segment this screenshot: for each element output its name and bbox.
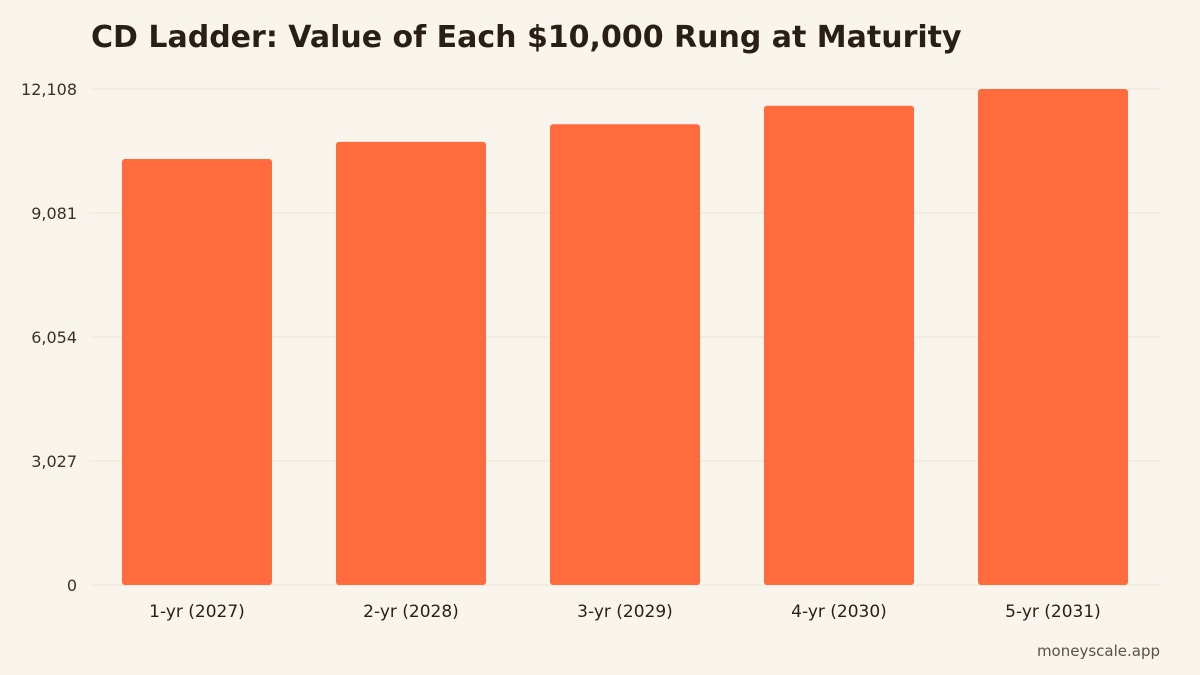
bars (122, 89, 1128, 586)
y-axis-ticks: 0 3,027 6,054 9,081 12,108 (21, 80, 77, 595)
y-tick-label: 3,027 (31, 452, 77, 471)
chart-title: CD Ladder: Value of Each $10,000 Rung at… (91, 20, 962, 55)
y-tick-label: 0 (67, 576, 77, 595)
bar (978, 89, 1128, 585)
x-axis-ticks: 1-yr (2027) 2-yr (2028) 3-yr (2029) 4-yr (2… (149, 602, 1101, 622)
bar (550, 124, 700, 586)
x-tick-label: 4-yr (2030) (791, 602, 887, 622)
source-credit: moneyscale.app (1036, 642, 1160, 660)
y-tick-label: 6,054 (31, 328, 77, 347)
x-tick-label: 3-yr (2029) (577, 602, 673, 622)
bar (764, 105, 914, 585)
x-tick-label: 1-yr (2027) (149, 602, 245, 622)
x-tick-label: 2-yr (2028) (363, 602, 459, 622)
bar (336, 141, 486, 585)
y-tick-label: 12,108 (21, 80, 77, 99)
bar (122, 158, 272, 585)
y-tick-label: 9,081 (31, 204, 77, 223)
x-tick-label: 5-yr (2031) (1005, 602, 1101, 622)
